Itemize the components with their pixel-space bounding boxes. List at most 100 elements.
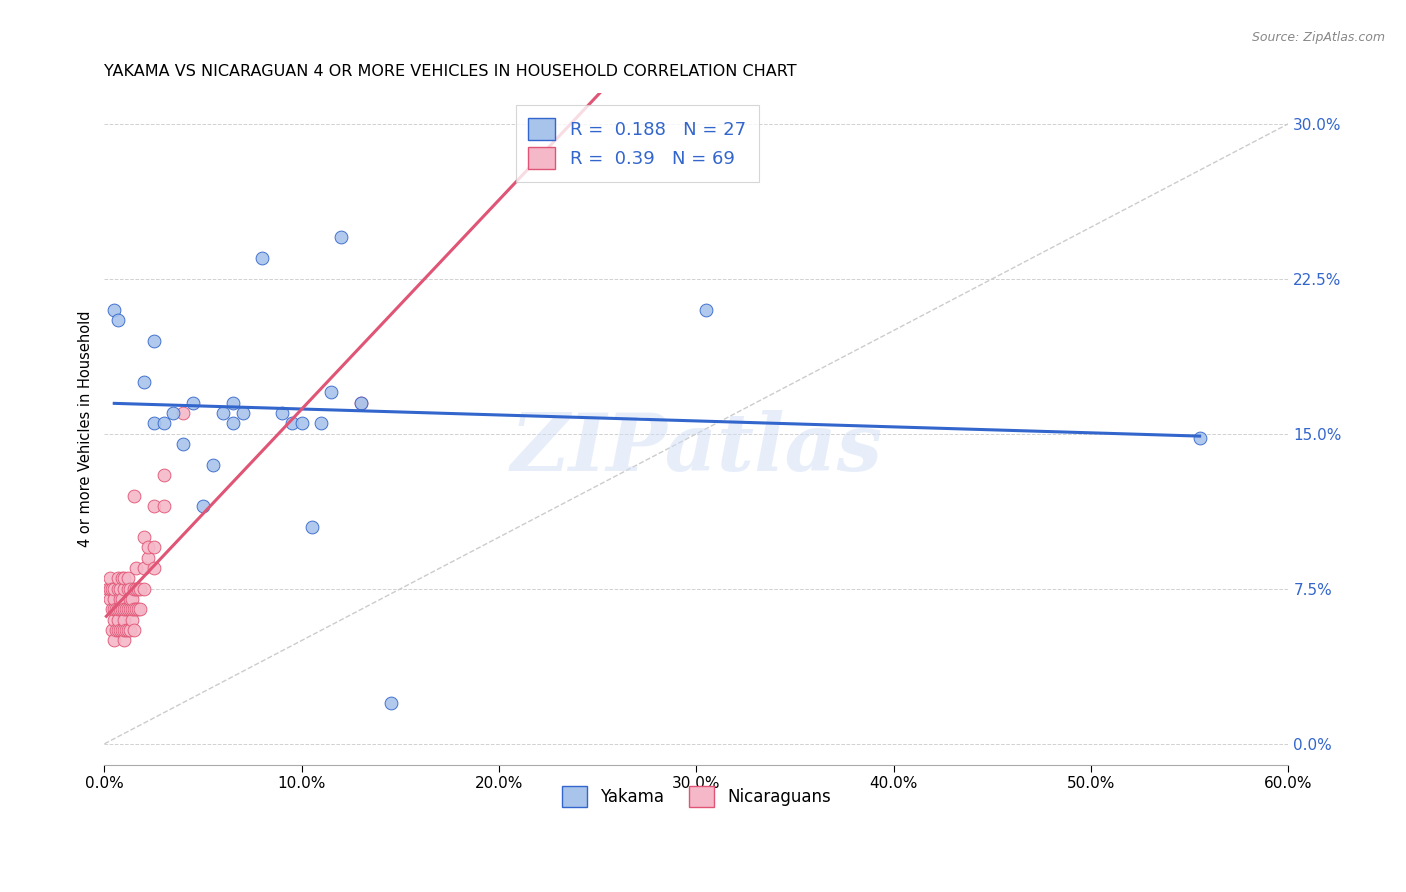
Point	[191, 499, 214, 513]
Y-axis label: 4 or more Vehicles in Household: 4 or more Vehicles in Household	[79, 310, 93, 547]
Point	[122, 489, 145, 503]
Point	[115, 623, 138, 637]
Point	[350, 396, 373, 410]
Point	[142, 417, 165, 431]
Point	[172, 406, 194, 420]
Point	[125, 561, 148, 575]
Point	[181, 396, 204, 410]
Point	[98, 582, 121, 596]
Point	[142, 334, 165, 348]
Point	[231, 406, 253, 420]
Point	[112, 572, 135, 586]
Point	[211, 406, 233, 420]
Point	[118, 623, 141, 637]
Point	[162, 406, 184, 420]
Point	[121, 613, 143, 627]
Point	[107, 582, 129, 596]
Point	[152, 468, 174, 483]
Point	[125, 602, 148, 616]
Point	[111, 623, 134, 637]
Point	[107, 313, 129, 327]
Point	[121, 602, 143, 616]
Point	[252, 251, 274, 265]
Point	[136, 541, 159, 555]
Point	[103, 633, 125, 648]
Text: ZIPatlas: ZIPatlas	[510, 410, 883, 488]
Point	[105, 623, 128, 637]
Point	[98, 572, 121, 586]
Point	[103, 592, 125, 607]
Point	[103, 302, 125, 317]
Point	[107, 623, 129, 637]
Point	[111, 572, 134, 586]
Point	[101, 582, 124, 596]
Point	[103, 582, 125, 596]
Point	[105, 602, 128, 616]
Point	[311, 417, 333, 431]
Point	[350, 396, 373, 410]
Point	[291, 417, 314, 431]
Point	[108, 582, 131, 596]
Point	[201, 458, 224, 472]
Point	[129, 582, 152, 596]
Point	[111, 602, 134, 616]
Point	[107, 613, 129, 627]
Point	[108, 592, 131, 607]
Point	[142, 561, 165, 575]
Point	[271, 406, 294, 420]
Point	[695, 302, 717, 317]
Point	[132, 582, 155, 596]
Point	[111, 592, 134, 607]
Point	[132, 530, 155, 544]
Point	[97, 582, 120, 596]
Point	[112, 602, 135, 616]
Point	[118, 602, 141, 616]
Point	[122, 602, 145, 616]
Point	[118, 592, 141, 607]
Point	[118, 582, 141, 596]
Point	[108, 623, 131, 637]
Point	[103, 602, 125, 616]
Point	[122, 623, 145, 637]
Point	[115, 602, 138, 616]
Point	[112, 582, 135, 596]
Point	[132, 375, 155, 389]
Point	[127, 582, 149, 596]
Point	[321, 385, 343, 400]
Point	[136, 550, 159, 565]
Point	[117, 602, 139, 616]
Point	[330, 230, 353, 244]
Point	[121, 592, 143, 607]
Point	[152, 499, 174, 513]
Point	[152, 417, 174, 431]
Point	[101, 623, 124, 637]
Point	[127, 602, 149, 616]
Point	[380, 696, 402, 710]
Point	[112, 613, 135, 627]
Point	[172, 437, 194, 451]
Legend: Yakama, Nicaraguans: Yakama, Nicaraguans	[555, 780, 838, 814]
Point	[132, 561, 155, 575]
Point	[142, 499, 165, 513]
Point	[125, 582, 148, 596]
Text: Source: ZipAtlas.com: Source: ZipAtlas.com	[1251, 31, 1385, 45]
Point	[221, 396, 243, 410]
Point	[112, 633, 135, 648]
Point	[117, 572, 139, 586]
Point	[221, 417, 243, 431]
Point	[122, 582, 145, 596]
Point	[98, 592, 121, 607]
Point	[301, 520, 323, 534]
Point	[107, 572, 129, 586]
Point	[281, 417, 304, 431]
Point	[117, 623, 139, 637]
Point	[108, 602, 131, 616]
Point	[103, 613, 125, 627]
Point	[101, 602, 124, 616]
Point	[1188, 431, 1211, 445]
Point	[142, 541, 165, 555]
Text: YAKAMA VS NICARAGUAN 4 OR MORE VEHICLES IN HOUSEHOLD CORRELATION CHART: YAKAMA VS NICARAGUAN 4 OR MORE VEHICLES …	[104, 64, 797, 79]
Point	[107, 602, 129, 616]
Point	[129, 602, 152, 616]
Point	[112, 623, 135, 637]
